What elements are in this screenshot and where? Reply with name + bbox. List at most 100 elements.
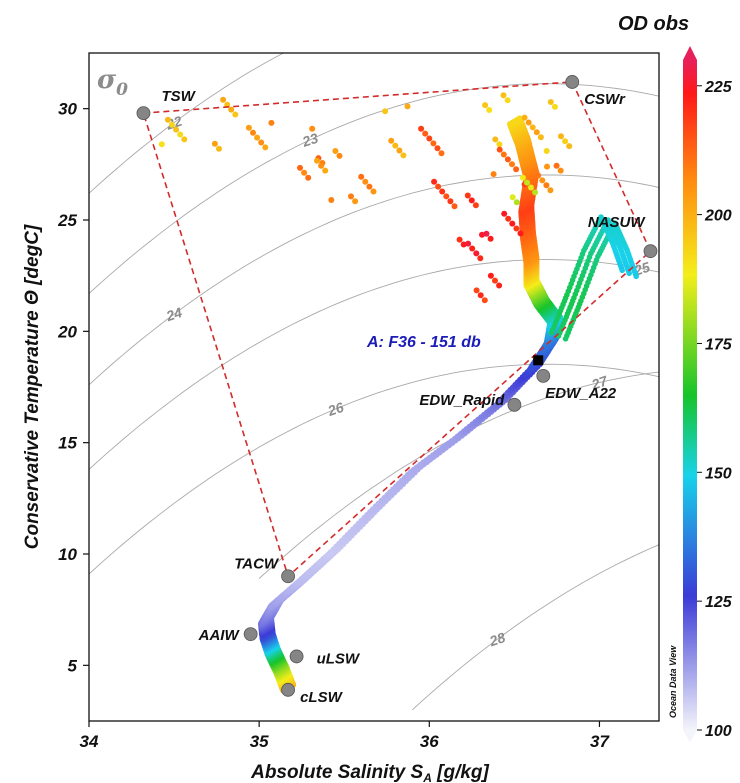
surface-point [169,121,175,128]
surface-point [370,188,377,195]
surface-point [211,140,218,147]
surface-point [482,102,489,109]
surface-point [258,139,265,146]
surface-point [524,179,530,186]
water-mass-marker [536,368,551,383]
surface-point [562,138,569,145]
surface-point [500,151,507,158]
surface-point [250,129,256,136]
surface-point [544,163,550,170]
surface-point [431,178,438,185]
surface-point [539,177,546,184]
surface-point [181,136,188,143]
surface-point [443,193,450,200]
surface-point [496,282,503,289]
isopycnal-label: 28 [487,629,508,649]
surface-point [430,140,437,147]
surface-point [435,183,442,190]
isopycnal-label: 23 [299,130,320,150]
surface-point [464,192,471,199]
surface-point [336,152,343,159]
surface-point [318,162,325,169]
surface-point [504,97,511,104]
surface-point [521,114,528,121]
surface-point [557,167,564,174]
surface-point [245,124,252,131]
watermark: Ocean Data View [668,645,678,718]
surface-point [465,240,472,247]
surface-point [158,141,165,148]
observation-points [158,92,639,694]
branch-point [619,267,625,274]
surface-point [322,167,329,174]
surface-point [500,92,507,99]
isopycnal-line [411,544,659,711]
surface-point [309,125,316,132]
water-mass-label: cLSW [300,689,344,706]
surface-point [519,174,526,181]
mixing-polygon-line [142,81,652,578]
isopycnal-line [89,53,285,194]
surface-point [177,131,184,138]
surface-point [362,178,369,185]
water-mass-marker [507,397,522,412]
surface-point [487,235,494,242]
surface-point [505,215,512,222]
surface-point [513,199,520,206]
annotation-label: A: F36 - 151 db [366,334,481,351]
surface-point [404,103,411,110]
surface-point [301,169,308,176]
surface-point [220,96,227,103]
surface-point [501,210,508,217]
water-mass-label: AAIW [198,627,241,644]
isopycnal-label: 27 [589,372,611,393]
surface-point [528,184,534,191]
water-mass-label: uLSW [317,650,361,667]
colorbar-tick-label: 175 [705,336,733,353]
surface-point [400,152,407,159]
water-mass-marker [643,244,658,259]
y-tick-label: 20 [57,322,77,341]
surface-point [509,220,516,227]
surface-point [473,287,480,294]
surface-point [479,231,485,238]
water-mass-marker [281,569,295,584]
surface-point [451,203,458,210]
surface-point [469,245,476,252]
isopycnal-line [89,174,659,386]
colorbar-tick-label: 125 [705,594,733,611]
surface-point [543,148,550,154]
surface-point [173,126,180,133]
surface-point [513,166,520,173]
y-axis-label: Conservative Temperature Θ [degC] [22,224,43,549]
surface-point [305,174,312,181]
surface-point [509,161,515,168]
surface-point [352,198,359,205]
isopycnal-label: 24 [163,304,184,324]
surface-point [262,144,269,151]
surface-point [164,116,171,123]
colorbar-ticks: 100 125 150 175 200 225 [697,79,733,740]
surface-point [468,197,475,204]
surface-point [477,255,484,262]
y-axis-ticks: 5 10 15 20 25 30 [57,100,89,675]
x-tick-label: 34 [80,732,99,751]
water-mass-label: CSWr [584,91,626,108]
surface-point [332,148,339,154]
colorbar-over-arrow [683,46,697,60]
y-tick-label: 25 [57,211,77,230]
surface-point [358,173,365,180]
surface-point [366,183,373,190]
surface-point [547,187,554,194]
surface-point [418,125,425,132]
colorbar [683,60,697,730]
surface-point [254,134,261,141]
surface-point [392,142,399,149]
surface-point [438,150,445,157]
plot-frame [88,52,660,722]
surface-point [513,225,520,232]
surface-point [268,119,275,126]
surface-point [228,106,235,113]
water-mass-marker [289,649,304,664]
surface-point [558,133,564,140]
